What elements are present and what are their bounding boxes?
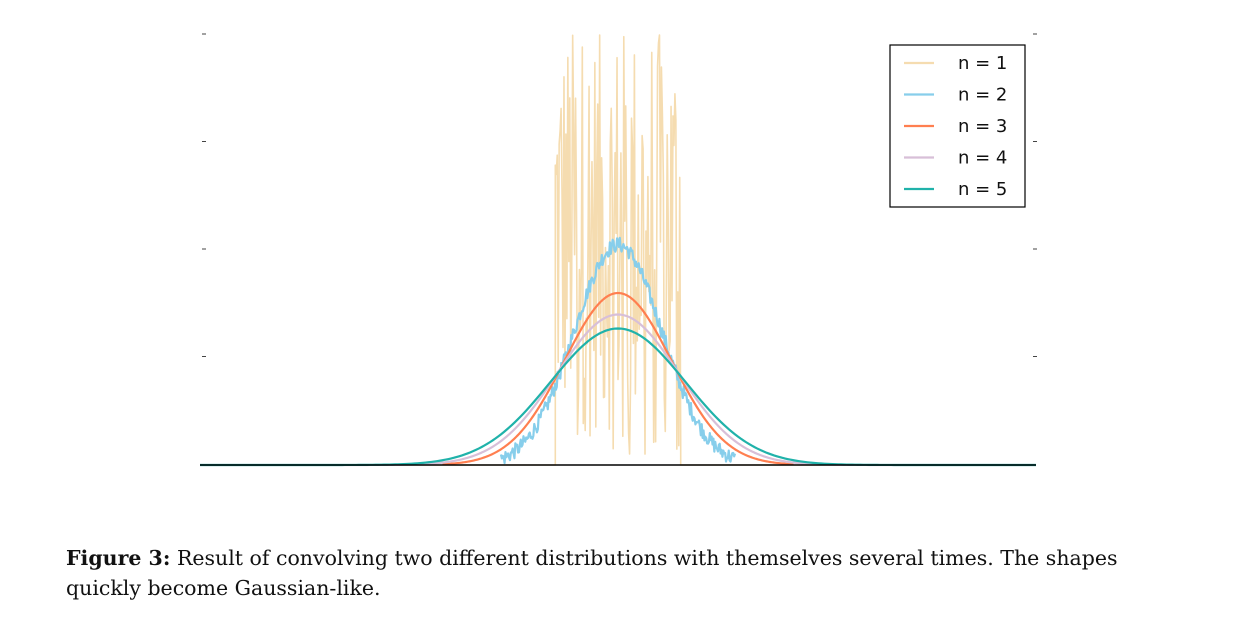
series-line-n3 — [442, 291, 794, 466]
legend-label-n5: n = 5 — [958, 179, 1007, 200]
legend-label-n4: n = 4 — [958, 148, 1007, 169]
caption-label: Figure 3: — [66, 546, 171, 570]
legend: n = 1 n = 2 n = 3 n = 4 n = 5 — [889, 44, 1026, 208]
series-line-n2 — [499, 236, 737, 465]
caption-text: Result of convolving two different distr… — [66, 546, 1118, 600]
legend-label-n1: n = 1 — [958, 53, 1007, 74]
series-line-n1 — [200, 34, 1036, 466]
axis-ticks — [202, 33, 1037, 357]
chart: n = 1 n = 2 n = 3 n = 4 n = 5 — [200, 33, 1037, 467]
legend-label-n3: n = 3 — [958, 116, 1007, 137]
figure-caption: Figure 3: Result of convolving two diffe… — [66, 543, 1196, 603]
legend-label-n2: n = 2 — [958, 85, 1007, 106]
